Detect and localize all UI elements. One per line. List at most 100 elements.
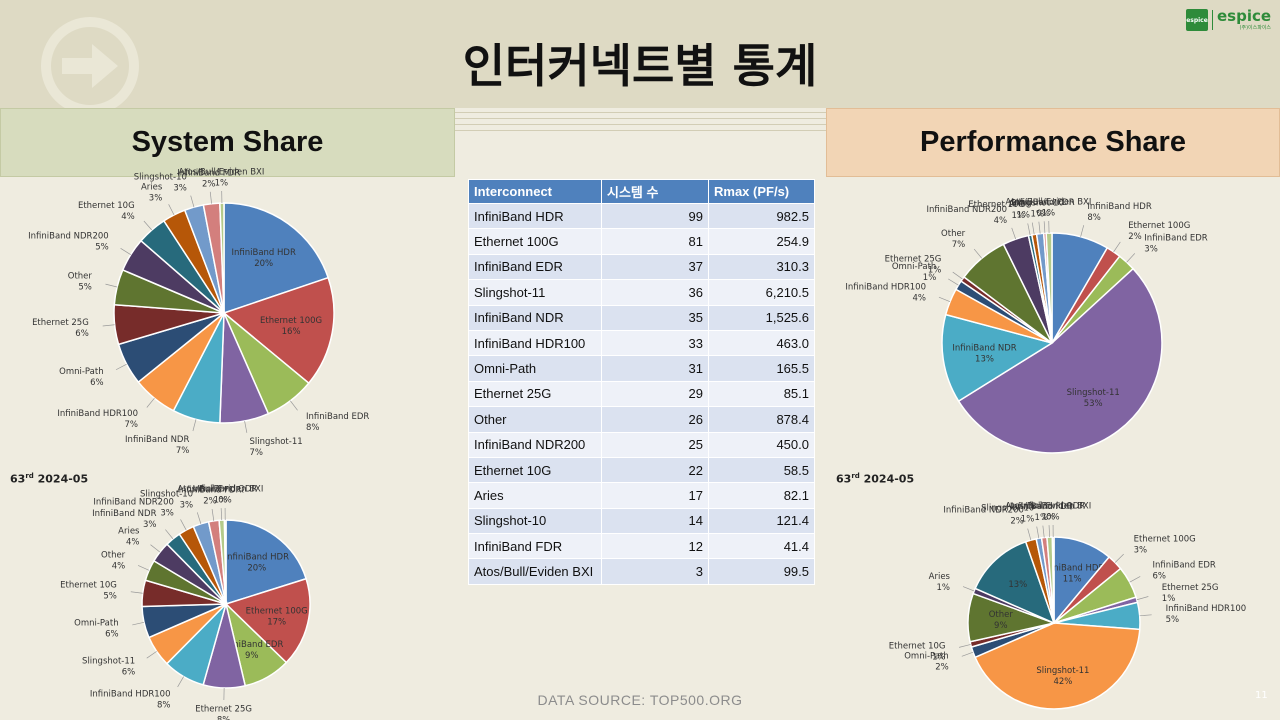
leader-line [1139,614,1152,617]
interconnect-cell: Atos/Bull/Eviden BXI [468,558,602,585]
divider [0,130,1280,131]
divider [0,118,1280,119]
slice-name: InfiniBand EDR [1153,560,1216,570]
interconnect-cell: Ethernet 100G [468,228,602,255]
slice-percent: 1% [928,265,942,275]
slice-percent: 5% [95,242,109,252]
slice-name: InfiniBand HDR100 [845,282,926,292]
interconnect-cell: InfiniBand FDR [468,533,602,560]
slice-name: InfiniBand HDR [232,248,296,258]
pie-slice [223,519,227,605]
slice-name: InfiniBand NDR200 [927,205,1008,215]
slice-label: Ethernet 10G 5% [60,580,117,601]
slice-label: Aries 3% [141,182,163,203]
slice-percent: 3% [1144,245,1158,255]
rmax-cell: 85.1 [708,380,815,408]
slice-percent: 1% [1042,209,1056,219]
leader-line [244,420,248,433]
slice-name: Slingshot-11 [1036,666,1089,676]
divider [0,124,1280,125]
slice-name: Ethernet 10G [78,201,135,211]
pie-slice [223,202,330,315]
slice-label: Aries 1% [929,572,951,593]
slice-percent: 4% [994,216,1008,226]
slice-percent: 1% [215,179,229,189]
brand-logo: espice espice (주)이스파이스 [1186,8,1271,32]
slice-name: InfiniBand FDR [1012,198,1075,208]
slice-name: InfiniBand HDR100 [1166,604,1247,614]
slice-name: Slingshot-11 [82,657,135,667]
leader-line [192,419,197,432]
slice-percent: 3% [160,509,174,519]
slice-name: Ethernet 100G [260,316,322,326]
leader-line [1114,553,1124,563]
slice-percent: 1% [937,583,951,593]
interconnect-cell: InfiniBand HDR [468,202,602,230]
rmax-cell: 450.0 [708,431,815,458]
system-count-cell: 36 [601,279,709,306]
rmax-cell: 878.4 [708,406,815,433]
slice-name: InfiniBand EDR [306,412,369,422]
slice-percent: 13% [1008,580,1027,590]
slice-label: InfiniBand FDR 0% [1012,198,1075,219]
leader-line [130,591,143,594]
slice-label: InfiniBand NDR 3% [92,509,156,530]
slice-percent: 3% [143,520,157,530]
slice-label: Ethernet 25G 6% [32,318,89,339]
leader-line [973,248,983,259]
performance-share-header: Performance Share [826,108,1280,177]
slice-label: Omni-Path 6% [59,367,103,388]
interconnect-cell: Slingshot-11 [468,279,602,306]
slice-name: Atos/Bull/Eviden BXI [1005,502,1091,512]
slice-name: Aries [929,572,951,582]
slice-label: InfiniBand FDR 2% [177,168,240,189]
slice-name: Aries [141,182,163,192]
slice-label: InfiniBand EDR 3% [1144,234,1207,255]
system-count-cell: 3 [601,558,709,585]
table-row: Ethernet 100G 81 254.9 [468,228,815,255]
slice-label: Slingshot-10 3% [140,490,193,511]
slice-label: Ethernet 25G8% [195,705,252,720]
brand-name: espice [1217,7,1272,25]
slice-name: InfiniBand FDR [179,486,242,496]
table-row: InfiniBand HDR100 33 463.0 [468,329,815,357]
slice-percent: 7% [250,448,264,458]
table-row: InfiniBand NDR 35 1,525.6 [468,304,815,331]
table-row: Other 26 878.4 [468,406,815,433]
slice-percent: 4% [121,212,135,222]
table-row: Ethernet 25G 29 85.1 [468,380,815,408]
slice-name: Slingshot-11 [250,437,303,447]
slice-name: InfiniBand QDR [1021,502,1086,512]
slice-percent: 0% [1046,513,1060,523]
rmax-cell: 982.5 [708,202,815,230]
slice-name: Ethernet 25G [32,318,89,328]
slice-percent: 5% [78,282,92,292]
slice-label: Atos/Bull/Eviden BXI 1% [178,168,264,189]
slice-name: InfiniBand EDR [1144,234,1207,244]
rmax-cell: 463.0 [708,329,815,357]
slice-percent: 1% [1042,513,1056,523]
leader-line [1038,221,1041,234]
leader-line [1011,227,1017,240]
slice-label: InfiniBand NDR200 3% [93,498,174,519]
slice-label: InfiniBand NDR200 4% [927,205,1008,226]
leader-line [958,644,971,648]
slice-percent: 1% [1021,514,1035,524]
slice-name: InfiniBand EDR [220,640,283,650]
rmax-cell: 41.4 [708,533,815,560]
espice-logo-icon: espice [1186,9,1208,31]
pie-slice [222,276,335,385]
slice-name: Ethernet 10G [968,200,1025,210]
rmax-cell: 165.5 [708,355,815,382]
leader-line [190,195,195,208]
slice-percent: 0% [218,496,232,506]
slice-percent: 4% [126,538,140,548]
system-share-header: System Share [0,108,455,177]
slice-label: InfiniBand HDR 11% [1040,563,1104,584]
slice-label: InfiniBand HDR 20% [225,553,289,574]
slice-label: Slingshot-11 6% [82,657,135,678]
slice-percent: 2% [202,179,216,189]
slice-name: InfiniBand NDR200 [28,231,109,241]
slice-name: InfiniBand HDR100 [57,409,138,419]
slice-label: Omni-Path 1% [892,262,936,283]
